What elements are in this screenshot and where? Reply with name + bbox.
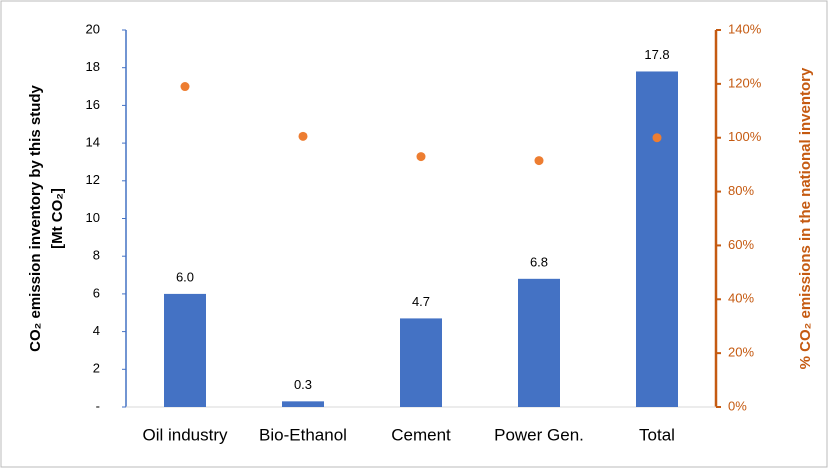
x-tick-label: Power Gen.	[494, 425, 584, 444]
x-tick-label: Cement	[391, 425, 451, 444]
y-tick-label: 18	[86, 59, 100, 74]
y2-tick-label: 60%	[728, 237, 754, 252]
y2-tick-label: 100%	[728, 129, 762, 144]
bar	[518, 278, 560, 407]
y2-tick-label: 40%	[728, 291, 754, 306]
y-tick-label: 12	[86, 172, 100, 187]
y2-tick-label: 80%	[728, 183, 754, 198]
y-tick-label: 10	[86, 210, 100, 225]
x-tick-label: Oil industry	[142, 425, 228, 444]
y2-tick-label: 120%	[728, 75, 762, 90]
scatter-point	[416, 152, 426, 162]
y-tick-label: 4	[93, 323, 100, 338]
y-tick-label: 8	[93, 248, 100, 263]
y-axis-title: CO₂ emission inventory by this study [Mt …	[27, 84, 66, 351]
scatter-point	[180, 82, 190, 92]
y-tick-label: 20	[86, 21, 100, 36]
y2-tick-label: 20%	[728, 345, 754, 360]
x-tick-label: Bio-Ethanol	[259, 425, 347, 444]
y-tick-label: 16	[86, 97, 100, 112]
y2-tick-label: 140%	[728, 21, 762, 36]
bar-value-label: 6.8	[530, 254, 548, 269]
scatter-point	[534, 156, 544, 166]
bar-value-label: 4.7	[412, 294, 430, 309]
scatter-point	[652, 133, 662, 143]
bar	[282, 401, 324, 407]
bar	[164, 293, 206, 407]
bar-value-label: 6.0	[176, 269, 194, 284]
y-tick-label: -	[96, 398, 100, 413]
y2-tick-label: 0%	[728, 398, 747, 413]
y-axis-title-line: [Mt CO₂]	[49, 188, 66, 249]
bar	[636, 71, 678, 407]
bar-value-label: 0.3	[294, 377, 312, 392]
y-axis-title-line: CO₂ emission inventory by this study	[27, 84, 44, 351]
bar	[400, 318, 442, 407]
y-tick-label: 14	[86, 135, 100, 150]
y-tick-label: 2	[93, 361, 100, 376]
scatter-point	[298, 131, 308, 141]
y-tick-label: 6	[93, 285, 100, 300]
y2-axis-title: % CO₂ emissions in the national inventor…	[797, 67, 814, 369]
x-tick-label: Total	[639, 425, 675, 444]
bar-value-label: 17.8	[644, 47, 669, 62]
